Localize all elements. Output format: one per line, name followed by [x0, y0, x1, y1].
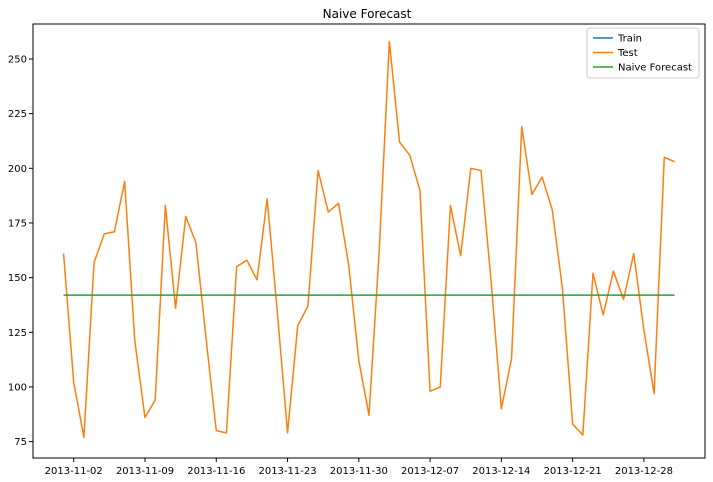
plot-area: [32, 23, 706, 459]
legend-box: [586, 27, 700, 79]
legend: Train Test Naive Forecast: [586, 27, 700, 79]
y-tick-label: 75: [14, 437, 27, 448]
x-tick-label: 2013-11-02: [45, 466, 103, 477]
y-tick-label: 175: [8, 218, 27, 229]
legend-label: Naive Forecast: [618, 63, 692, 74]
x-axis: 2013-11-02 2013-11-09 2013-11-16 2013-11-23…: [45, 458, 673, 477]
series-group: [62, 40, 675, 438]
x-tick-label: 2013-11-23: [258, 466, 316, 477]
x-tick-label: 2013-12-21: [544, 466, 602, 477]
plot-frame: [32, 23, 706, 459]
y-tick-label: 250: [8, 54, 27, 65]
y-tick-label: 225: [8, 109, 27, 120]
y-tick-label: 100: [8, 382, 27, 393]
y-tick-label: 150: [8, 273, 27, 284]
legend-label: Train: [617, 34, 642, 45]
y-tick-label: 200: [8, 164, 27, 175]
x-tick-label: 2013-12-14: [472, 466, 530, 477]
y-tick-label: 125: [8, 328, 27, 339]
y-axis: 75 100 125 150 175 200 225 250: [8, 54, 33, 448]
legend-label: Test: [617, 48, 638, 59]
x-tick-label: 2013-12-07: [401, 466, 459, 477]
x-tick-label: 2013-11-16: [187, 466, 245, 477]
chart-title: Naive Forecast: [323, 7, 412, 21]
x-tick-label: 2013-12-28: [615, 466, 673, 477]
x-tick-label: 2013-11-30: [330, 466, 388, 477]
x-tick-label: 2013-11-09: [116, 466, 174, 477]
